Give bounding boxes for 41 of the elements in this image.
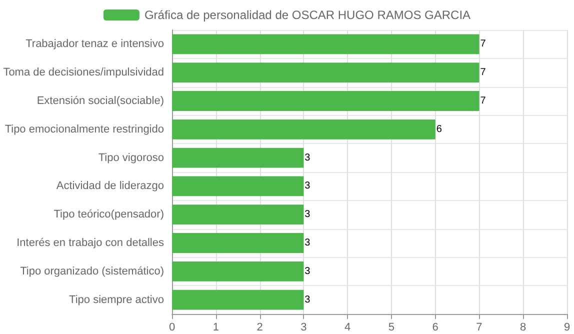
x-tick-label: 8 xyxy=(520,322,526,334)
bar xyxy=(172,204,304,225)
bar xyxy=(172,119,436,140)
bar xyxy=(172,290,304,310)
bar xyxy=(172,62,480,83)
legend-label: Gráfica de personalidad de OSCAR HUGO RAMOS GARCIA xyxy=(144,8,471,22)
data-label: 7 xyxy=(480,38,486,50)
x-tick-label: 9 xyxy=(564,322,570,334)
data-label: 7 xyxy=(480,96,486,106)
y-tick-label: Tipo siempre activo xyxy=(69,294,164,306)
y-tick-label: Tipo vigoroso xyxy=(98,152,164,164)
bar xyxy=(172,261,304,282)
data-label: 3 xyxy=(304,152,311,164)
x-tick-label: 2 xyxy=(256,322,263,334)
bar xyxy=(172,176,304,196)
bar xyxy=(172,34,480,54)
bar xyxy=(172,148,304,168)
y-tick-label: Tipo emocionalmente restringido xyxy=(4,123,164,136)
x-tick-label: 1 xyxy=(212,322,219,334)
y-tick-label: Tipo teórico(pensador) xyxy=(54,208,164,221)
data-label: 3 xyxy=(304,266,311,277)
x-tick-label: 0 xyxy=(168,322,176,334)
data-label: 7 xyxy=(480,67,486,78)
y-tick-label: Interés en trabajo con detalles xyxy=(16,237,164,249)
y-tick-label: Toma de decisiones/impulsividad xyxy=(3,66,164,79)
y-tick-label: Trabajador tenaz e intensivo xyxy=(26,38,164,50)
x-tick-label: 5 xyxy=(388,322,395,334)
x-tick-label: 3 xyxy=(300,322,307,334)
y-tick-label: Actividad de liderazgo xyxy=(56,180,164,192)
x-tick-label: 6 xyxy=(432,322,438,334)
bar xyxy=(172,233,304,253)
data-label: 6 xyxy=(436,124,442,135)
data-label: 3 xyxy=(304,209,311,220)
bar xyxy=(172,91,480,111)
x-tick-label: 4 xyxy=(344,322,351,334)
data-label: 3 xyxy=(304,238,311,248)
data-label: 3 xyxy=(304,294,311,306)
y-tick-label: Tipo organizado (sistemático) xyxy=(20,265,164,278)
x-tick-label: 7 xyxy=(476,322,482,334)
data-label: 3 xyxy=(304,180,311,192)
y-tick-label: Extensión social(sociable) xyxy=(36,95,164,107)
